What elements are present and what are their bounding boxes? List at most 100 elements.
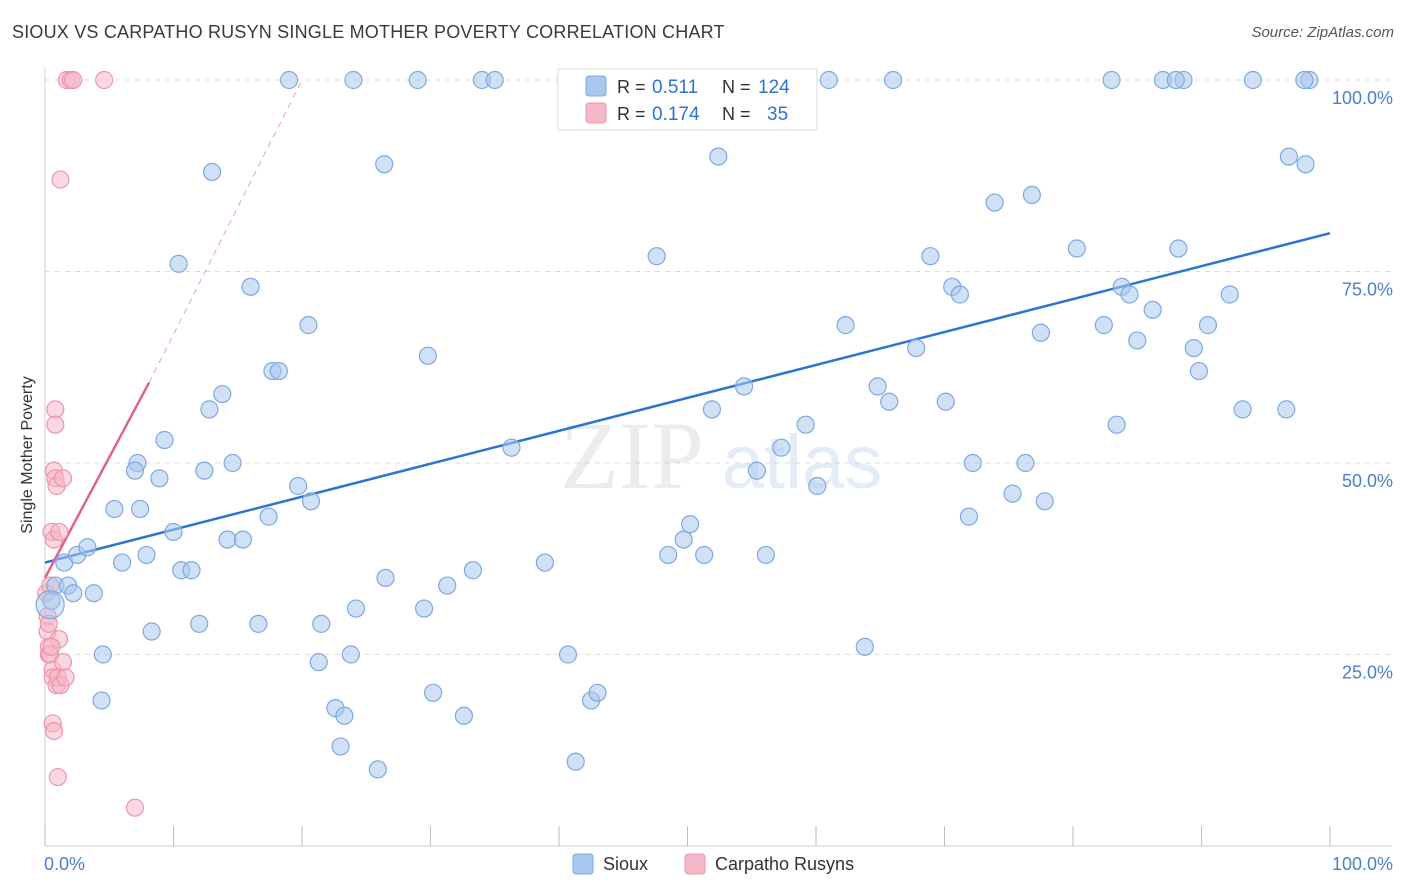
sioux-point <box>408 70 427 90</box>
sioux-point <box>1107 415 1126 434</box>
sioux-point <box>535 553 554 572</box>
rusyn-point <box>56 668 75 687</box>
sioux-point <box>64 584 83 603</box>
sioux-point <box>269 361 288 381</box>
rusyn-point <box>46 400 65 419</box>
rusyn-point <box>48 767 67 787</box>
watermark: ZIP atlas <box>560 402 882 509</box>
sioux-point <box>819 70 838 90</box>
watermark-zip: ZIP <box>560 402 704 509</box>
rusyn-point <box>50 522 69 542</box>
sioux-point <box>1120 285 1139 304</box>
rusyn-points <box>37 70 145 817</box>
sioux-point <box>195 461 214 480</box>
sioux-point <box>368 760 387 779</box>
sioux-point <box>78 538 97 557</box>
sioux-point <box>1016 453 1035 473</box>
sioux-point <box>202 162 222 182</box>
y-tick-label: 50.0% <box>1342 471 1393 491</box>
sioux-point <box>1035 492 1054 511</box>
sioux-point <box>463 561 483 580</box>
y-tick-label: 75.0% <box>1342 280 1393 300</box>
sioux-point <box>1169 239 1188 258</box>
bottom-legend-sioux-label: Sioux <box>603 854 648 874</box>
sioux-point <box>182 561 201 580</box>
sioux-point <box>344 70 363 90</box>
sioux-point <box>1277 400 1296 419</box>
tick-labels: 25.0% 50.0% 75.0% 100.0% 0.0% 100.0% <box>44 88 1393 874</box>
rusyn-trend-extension <box>148 79 303 383</box>
sioux-point <box>808 476 827 496</box>
sioux-point <box>868 377 887 396</box>
sioux-point <box>218 530 237 549</box>
sioux-point <box>1296 155 1315 174</box>
sioux-point <box>1102 70 1121 90</box>
sioux-point <box>796 415 815 434</box>
sioux-point <box>155 430 174 450</box>
sioux-point <box>1220 285 1239 304</box>
legend-sioux-n-label: N = <box>722 77 751 97</box>
sioux-point <box>907 339 926 358</box>
sioux-point <box>756 545 775 565</box>
sioux-point <box>647 247 666 266</box>
sioux-point <box>169 254 188 273</box>
rusyn-point <box>125 798 145 817</box>
sioux-point <box>190 614 209 633</box>
sioux-point <box>659 545 678 565</box>
sioux-point <box>309 653 328 672</box>
sioux-point <box>1067 239 1086 258</box>
sioux-point <box>963 453 982 473</box>
legend-box: R = 0.511 N = 124 R = 0.174 N = 35 <box>557 68 818 131</box>
sioux-point <box>454 706 474 725</box>
sioux-point <box>125 461 145 480</box>
sioux-point <box>1003 484 1022 503</box>
sioux-point <box>558 645 578 664</box>
source-label: Source: ZipAtlas.com <box>1251 24 1394 41</box>
sioux-point <box>438 576 457 595</box>
sioux-point <box>233 530 252 549</box>
rusyn-point <box>53 653 73 672</box>
sioux-point <box>93 645 112 664</box>
sioux-point <box>130 499 150 519</box>
rusyn-point <box>39 614 58 633</box>
rusyn-point <box>51 170 70 189</box>
watermark-atlas: atlas <box>722 420 883 505</box>
sioux-point <box>280 70 299 90</box>
sioux-point <box>150 469 169 488</box>
legend-sioux-r-label: R = <box>617 77 646 97</box>
sioux-point <box>502 438 521 457</box>
legend-rusyn-swatch <box>585 102 607 124</box>
rusyn-point <box>64 70 83 90</box>
sioux-point <box>1243 70 1263 90</box>
sioux-point <box>855 637 874 656</box>
sioux-point <box>164 522 183 542</box>
grid <box>45 79 1392 655</box>
sioux-point <box>674 530 693 549</box>
sioux-point <box>921 247 940 266</box>
rusyn-point <box>42 637 61 656</box>
sioux-point-cluster <box>35 590 65 620</box>
rusyn-point <box>95 70 114 90</box>
sioux-point <box>299 316 318 335</box>
sioux-point <box>200 400 219 419</box>
sioux-point <box>1128 331 1147 350</box>
bottom-legend-rusyn-label: Carpatho Rusyns <box>715 854 854 874</box>
rusyn-trend-line <box>43 381 151 579</box>
legend-rusyn-r-label: R = <box>617 104 646 124</box>
sioux-point <box>485 70 504 90</box>
sioux-point <box>709 147 728 166</box>
sioux-point <box>213 384 232 404</box>
chart-title: SIOUX VS CARPATHO RUSYN SINGLE MOTHER PO… <box>12 22 725 42</box>
y-axis-label: Single Mother Poverty <box>19 376 36 534</box>
rusyn-point <box>46 415 65 434</box>
sioux-points <box>35 70 1319 779</box>
sioux-point <box>418 346 438 365</box>
legend-sioux-r-value: 0.511 <box>652 77 698 98</box>
sioux-point <box>289 476 308 496</box>
legend-sioux-n-value: 124 <box>758 77 790 98</box>
sioux-point <box>1184 339 1203 358</box>
y-tick-label: 100.0% <box>1332 88 1393 108</box>
sioux-point <box>423 683 443 702</box>
sioux-point <box>936 392 955 411</box>
sioux-point <box>836 316 855 335</box>
